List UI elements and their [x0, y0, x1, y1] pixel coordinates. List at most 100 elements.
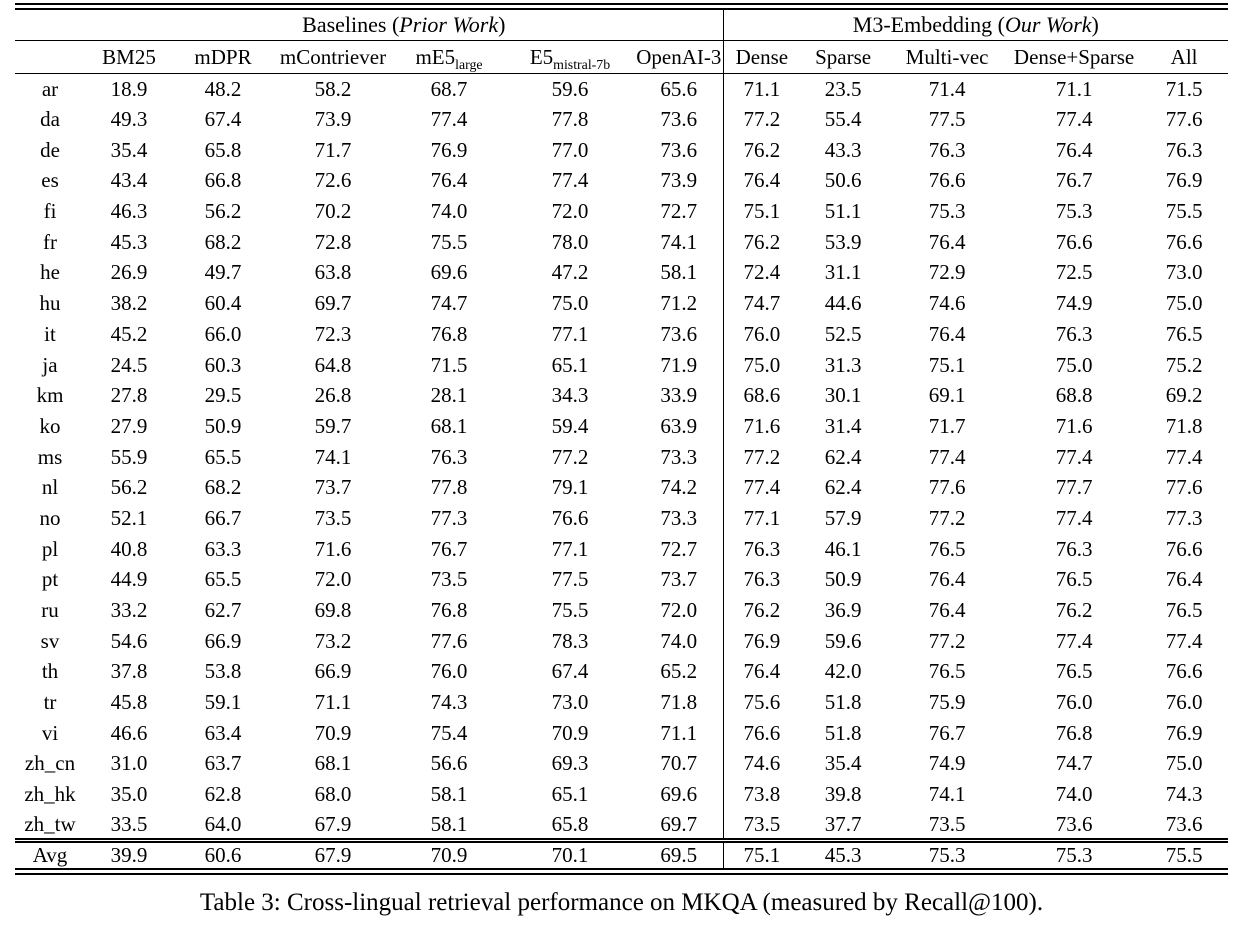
value-cell: 75.1 — [722, 838, 801, 872]
value-cell: 76.5 — [928, 659, 966, 684]
value-cell: 77.0 — [551, 137, 589, 162]
language-label: tr — [43, 690, 57, 715]
column-header: Dense — [722, 40, 801, 74]
value-cell: 71.5 — [1165, 76, 1203, 101]
value-cell: 73.2 — [314, 628, 352, 653]
table-row: fr 45.3 68.2 72.8 75.5 78.0 74.1 76.2 53.9 76.4 76… — [15, 226, 1228, 258]
value-cell: 46.1 — [824, 536, 862, 561]
value-cell: 39.8 — [824, 782, 862, 807]
value-cell: 76.4 — [1055, 137, 1093, 162]
value-cell: 76.5 — [928, 536, 966, 561]
language-label: da — [40, 107, 60, 132]
value-cell: 76.4 — [722, 165, 801, 197]
table-row: ru 33.2 62.7 69.8 76.8 75.5 72.0 76.2 36.9 76.4 76… — [15, 595, 1228, 626]
language-label: km — [36, 383, 64, 408]
value-cell: 56.2 — [204, 199, 242, 224]
value-cell: 76.0 — [722, 319, 801, 350]
value-cell: 73.6 — [1165, 811, 1203, 836]
language-label: ms — [37, 444, 63, 469]
value-cell: 76.4 — [722, 656, 801, 688]
value-cell: 43.3 — [824, 137, 862, 162]
value-cell: 77.8 — [430, 475, 468, 500]
column-header: OpenAI-3 — [635, 40, 724, 74]
value-cell: 74.9 — [1055, 291, 1093, 316]
value-cell: 76.4 — [928, 229, 966, 254]
value-cell: 68.7 — [430, 76, 468, 101]
value-cell: 71.1 — [722, 73, 801, 105]
value-cell: 75.5 — [1140, 838, 1229, 872]
value-cell: 79.1 — [551, 475, 589, 500]
value-cell: 69.6 — [430, 260, 468, 285]
value-cell: 67.4 — [204, 107, 242, 132]
value-cell: 73.7 — [660, 567, 698, 592]
value-cell: 59.6 — [551, 76, 589, 101]
value-cell: 76.2 — [722, 595, 801, 626]
value-cell: 50.9 — [824, 567, 862, 592]
column-header: All — [1140, 40, 1229, 74]
value-cell: 77.4 — [1055, 444, 1093, 469]
value-cell: 66.0 — [204, 321, 242, 346]
corner-cell — [15, 40, 85, 74]
language-label: zh_cn — [24, 751, 76, 776]
value-cell: 77.2 — [928, 505, 966, 530]
value-cell: 65.2 — [660, 659, 698, 684]
value-cell: 53.9 — [824, 229, 862, 254]
language-label: ko — [39, 413, 61, 438]
value-cell: 45.2 — [110, 321, 148, 346]
value-cell: 76.2 — [722, 134, 801, 166]
value-cell: 37.7 — [824, 811, 862, 836]
value-cell: 73.3 — [660, 444, 698, 469]
value-cell: 45.3 — [110, 229, 148, 254]
value-cell: 28.1 — [430, 383, 468, 408]
value-cell: 55.9 — [110, 444, 148, 469]
value-cell: 71.2 — [660, 291, 698, 316]
value-cell: 60.3 — [204, 352, 242, 377]
value-cell: 35.4 — [110, 137, 148, 162]
value-cell: 76.4 — [928, 321, 966, 346]
value-cell: 42.0 — [824, 659, 862, 684]
value-cell: 65.1 — [551, 782, 589, 807]
value-cell: 76.7 — [928, 720, 966, 745]
value-cell: 76.3 — [430, 444, 468, 469]
value-cell: 76.6 — [1165, 536, 1203, 561]
value-cell: 63.4 — [204, 720, 242, 745]
value-cell: 73.8 — [722, 779, 801, 810]
value-cell: 72.0 — [314, 567, 352, 592]
value-cell: 77.4 — [551, 168, 589, 193]
value-cell: 65.8 — [551, 811, 589, 836]
group-qualifier: Prior Work — [399, 12, 499, 37]
value-cell: 72.8 — [314, 229, 352, 254]
value-cell: 52.5 — [824, 321, 862, 346]
value-cell: 78.3 — [551, 628, 589, 653]
value-cell: 76.4 — [928, 598, 966, 623]
table-row: vi 46.6 63.4 70.9 75.4 70.9 71.1 76.6 51.8 76.7 76… — [15, 717, 1228, 749]
value-cell: 70.1 — [505, 838, 635, 872]
value-cell: 72.7 — [660, 536, 698, 561]
language-label: fi — [43, 199, 57, 224]
language-label: ar — [41, 76, 59, 101]
table-row: it 45.2 66.0 72.3 76.8 77.1 73.6 76.0 52.5 76.4 76… — [15, 319, 1228, 350]
group-qualifier: Our Work — [1004, 12, 1092, 37]
value-cell: 69.8 — [314, 598, 352, 623]
group-header: M3-Embedding (Our Work) — [722, 6, 1229, 41]
value-cell: 74.6 — [928, 291, 966, 316]
column-header: Dense+Sparse — [1008, 40, 1141, 74]
value-cell: 73.6 — [1055, 811, 1093, 836]
value-cell: 27.8 — [110, 383, 148, 408]
value-cell: 76.9 — [1165, 168, 1203, 193]
value-cell: 76.6 — [722, 717, 801, 749]
value-cell: 59.4 — [551, 413, 589, 438]
table-row: ar 18.9 48.2 58.2 68.7 59.6 65.6 71.1 23.5 71.4 71… — [15, 73, 1228, 105]
value-cell: 69.3 — [551, 751, 589, 776]
value-cell: 74.3 — [1165, 782, 1203, 807]
value-cell: 68.8 — [1055, 383, 1093, 408]
value-cell: 75.1 — [928, 352, 966, 377]
table-row: th 37.8 53.8 66.9 76.0 67.4 65.2 76.4 42.0 76.5 76… — [15, 656, 1228, 688]
language-label: th — [41, 659, 59, 684]
value-cell: 77.4 — [430, 107, 468, 132]
value-cell: 74.2 — [660, 475, 698, 500]
value-cell: 75.5 — [430, 229, 468, 254]
value-cell: 77.6 — [430, 628, 468, 653]
value-cell: 26.9 — [110, 260, 148, 285]
value-cell: 74.7 — [430, 291, 468, 316]
